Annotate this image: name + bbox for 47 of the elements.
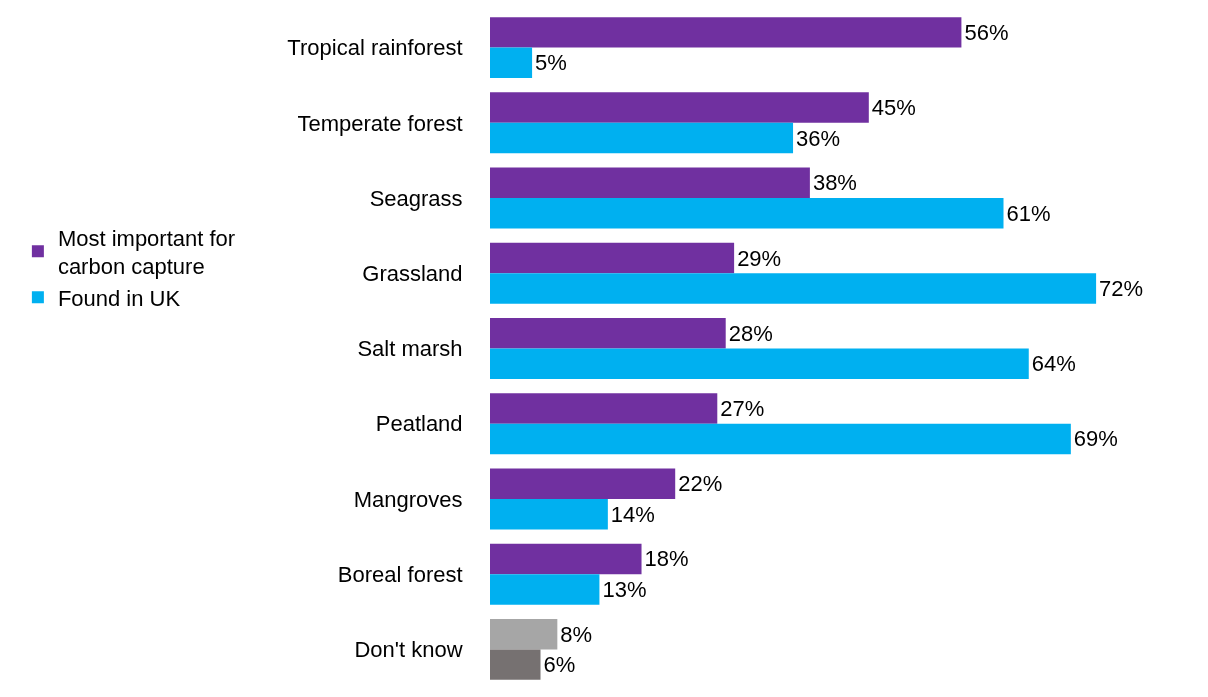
data-label: 22%	[678, 471, 723, 497]
data-label: 56%	[964, 19, 1009, 45]
data-label: 8%	[560, 621, 593, 647]
bar	[490, 543, 642, 575]
bar	[490, 574, 600, 605]
y-tick-label: Grassland	[362, 260, 463, 286]
legend-label: Most important for carbon capture	[57, 225, 236, 280]
data-label: 5%	[535, 50, 567, 76]
data-label: 72%	[1099, 276, 1144, 302]
bar	[490, 17, 962, 48]
bar	[490, 167, 810, 199]
bar	[490, 649, 541, 680]
data-label: 38%	[812, 170, 857, 196]
bar	[490, 198, 1004, 229]
bar	[490, 242, 735, 274]
y-tick-label: Salt marsh	[357, 336, 463, 362]
data-label: 13%	[602, 576, 647, 602]
bar	[490, 498, 608, 530]
data-label: 29%	[737, 245, 782, 271]
bar	[490, 348, 1029, 379]
bar	[490, 618, 558, 650]
data-label: 27%	[720, 395, 765, 421]
bar	[490, 273, 1097, 304]
y-tick-label: Boreal forest	[337, 561, 463, 587]
data-label: 28%	[728, 320, 773, 346]
y-tick-label: Peatland	[375, 411, 463, 437]
bar	[490, 92, 869, 123]
data-label: 36%	[796, 125, 841, 151]
y-tick-label: Temperate forest	[297, 110, 463, 136]
bar	[490, 318, 726, 349]
data-label: 69%	[1073, 426, 1118, 452]
bar	[490, 122, 794, 154]
data-label: 64%	[1031, 351, 1076, 377]
y-tick-label: Mangroves	[353, 486, 463, 512]
data-label: 45%	[871, 95, 916, 121]
bar	[490, 393, 718, 424]
y-tick-label: Seagrass	[369, 185, 463, 211]
data-label: 14%	[610, 501, 655, 527]
bar	[490, 423, 1071, 455]
bar	[490, 468, 676, 499]
y-tick-label: Tropical rainforest	[287, 35, 463, 61]
data-label: 61%	[1006, 200, 1051, 226]
legend-label: Found in UK	[57, 285, 181, 311]
data-label: 18%	[644, 546, 689, 572]
y-tick-label: Don't know	[354, 637, 463, 663]
data-label: 6%	[543, 652, 576, 678]
bar	[490, 47, 533, 79]
